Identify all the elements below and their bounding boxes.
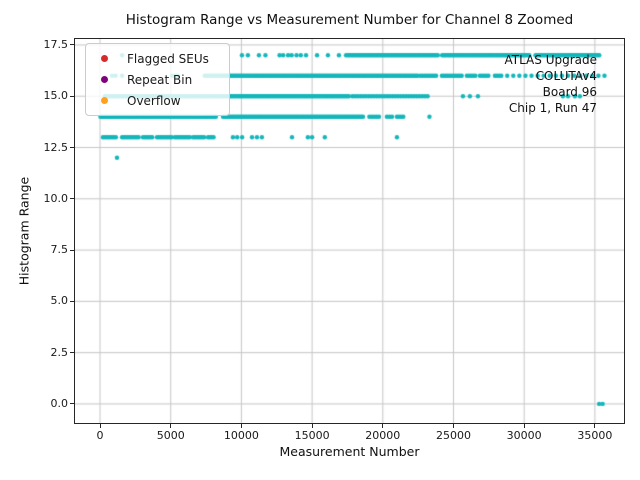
y-tick-label: 2.5	[50, 345, 69, 359]
legend-label: Flagged SEUs	[127, 51, 209, 66]
legend-entry-overflow: Overflow	[86, 90, 229, 111]
y-tick-label: 7.5	[50, 243, 69, 257]
annotation-line: Chip 1, Run 47	[508, 101, 597, 115]
repeat-bin-marker-icon	[101, 76, 108, 83]
legend-label: Repeat Bin	[127, 72, 193, 87]
x-tick-mark	[311, 424, 313, 428]
legend-entry-repeat-bin: Repeat Bin	[86, 69, 229, 90]
annotation-line: COLUTAv4	[535, 69, 597, 83]
y-tick-mark	[70, 249, 74, 251]
y-tick-mark	[70, 95, 74, 97]
x-tick-mark	[170, 424, 172, 428]
y-axis-label: Histogram Range	[16, 176, 32, 286]
legend-label: Overflow	[127, 93, 181, 108]
y-tick-mark	[70, 44, 74, 46]
x-tick-label: 25000	[435, 429, 471, 442]
y-tick-mark	[70, 403, 74, 405]
legend: Flagged SEUs Repeat Bin Overflow	[85, 43, 230, 116]
x-tick-mark	[523, 424, 525, 428]
y-tick-mark	[70, 352, 74, 354]
overflow-marker-icon	[101, 97, 108, 104]
x-tick-mark	[382, 424, 384, 428]
flagged-seus-marker-icon	[101, 55, 108, 62]
x-tick-mark	[594, 424, 596, 428]
x-tick-mark	[99, 424, 101, 428]
y-tick-mark	[70, 198, 74, 200]
y-tick-label: 5.0	[50, 294, 69, 308]
x-axis-label: Measurement Number	[279, 444, 420, 459]
x-tick-label: 15000	[294, 429, 330, 442]
x-tick-label: 5000	[156, 429, 185, 442]
x-tick-label: 10000	[223, 429, 259, 442]
y-tick-mark	[70, 147, 74, 148]
annotation-line: Board 96	[542, 85, 597, 99]
y-tick-mark	[70, 300, 74, 302]
y-tick-label: 10.0	[43, 191, 69, 205]
x-tick-mark	[240, 424, 242, 428]
y-tick-label: 17.5	[43, 37, 69, 51]
plot-area: Flagged SEUs Repeat Bin Overflow ATLAS U…	[74, 38, 625, 424]
x-tick-mark	[452, 424, 454, 428]
annotation-block: ATLAS Upgrade COLUTAv4 Board 96 Chip 1, …	[504, 52, 597, 116]
annotation-line: ATLAS Upgrade	[504, 53, 597, 67]
y-tick-label: 12.5	[43, 140, 69, 154]
x-tick-label: 30000	[506, 429, 542, 442]
y-tick-label: 15.0	[43, 89, 69, 103]
x-tick-label: 20000	[365, 429, 401, 442]
chart-title: Histogram Range vs Measurement Number fo…	[125, 12, 574, 28]
y-tick-label: 0.0	[50, 396, 69, 410]
x-tick-label: 0	[96, 429, 104, 442]
x-tick-label: 35000	[577, 429, 613, 442]
legend-entry-flagged-seus: Flagged SEUs	[86, 48, 229, 69]
